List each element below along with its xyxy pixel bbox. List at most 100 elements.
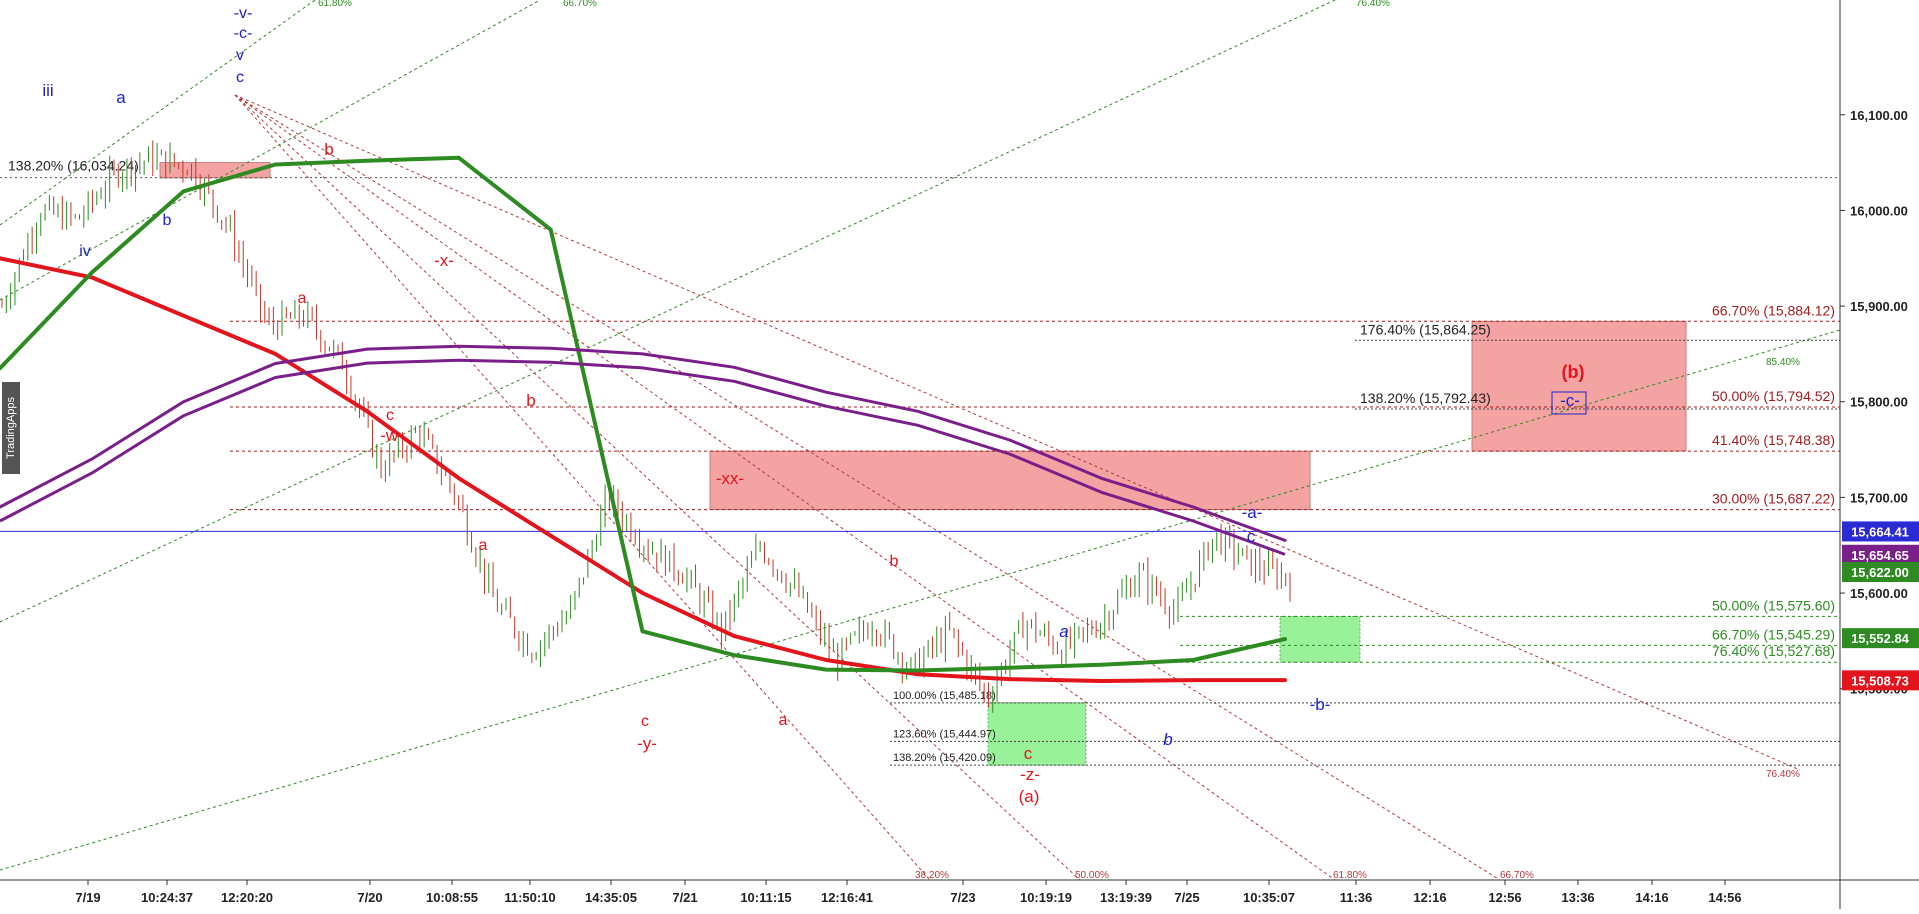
fan-line-4 — [234, 94, 931, 881]
price-badge-3 — [1842, 628, 1919, 649]
moving-averages-layer — [0, 155, 1287, 683]
fib-level-top-label: 138.20% (16,034.24) — [8, 158, 139, 174]
price-badge-label-2: 15,622.00 — [1851, 565, 1909, 580]
wave-label-11: c — [386, 407, 394, 424]
moving-average-2 — [0, 344, 1287, 542]
wave-label-20: c — [1024, 744, 1033, 763]
wave-label-6: iv — [79, 243, 91, 260]
x-tick-label-19: 14:16 — [1635, 890, 1668, 905]
x-tick-label-0: 7/19 — [75, 890, 100, 905]
price-badge-label-4: 15,508.73 — [1851, 673, 1909, 688]
x-tick-label-6: 14:35:05 — [585, 890, 637, 905]
wave-label-22: (a) — [1019, 787, 1040, 806]
fan-label-2: 38.20% — [915, 870, 949, 881]
price-badge-4 — [1842, 670, 1919, 691]
wave-label-box — [1551, 391, 1587, 415]
fan-line-0 — [0, 0, 316, 226]
fib-level-bottom-label-1: 123.60% (15,444.97) — [893, 728, 996, 740]
tradingapps-watermark: TradingApps — [2, 382, 20, 474]
fan-label-1: 76.40% — [1766, 769, 1800, 780]
zone-1 — [709, 450, 1311, 511]
fib-level-right-label-4: 50.00% (15,575.60) — [1712, 597, 1835, 613]
wave-label-25: -a- — [1242, 503, 1263, 522]
x-tick-label-18: 13:36 — [1561, 890, 1594, 905]
y-tick-label-3: 15,800.00 — [1850, 395, 1908, 410]
x-tick-label-13: 7/25 — [1174, 890, 1199, 905]
wave-label-14: a — [479, 537, 488, 554]
zone-3 — [987, 702, 1087, 766]
wave-label-4: iii — [42, 81, 53, 100]
wave-label-23: a — [1059, 622, 1068, 641]
wave-label-2: v — [236, 47, 244, 64]
moving-average-2-lower — [0, 358, 1286, 556]
x-tick-label-17: 12:56 — [1488, 890, 1521, 905]
wave-label-18: b — [890, 553, 899, 570]
x-tick-label-7: 7/21 — [672, 890, 697, 905]
fan-label-top-0: 61.80% — [318, 0, 352, 9]
wave-label-12: -w- — [380, 426, 404, 445]
y-tick-label-1: 16,000.00 — [1850, 203, 1908, 218]
wave-label-24: b — [1163, 730, 1172, 749]
y-tick-label-2: 15,900.00 — [1850, 299, 1908, 314]
x-tick-label-5: 11:50:10 — [504, 890, 555, 905]
x-tick-label-2: 12:20:20 — [221, 890, 273, 905]
wave-label-13: b — [526, 391, 535, 410]
moving-average-1 — [0, 155, 1287, 673]
zone-2 — [1471, 320, 1687, 452]
price-badge-2 — [1842, 562, 1919, 582]
fan-label-top-2: 76.40% — [1356, 0, 1390, 9]
wave-label-8: b — [324, 140, 333, 159]
x-tick-label-14: 10:35:07 — [1243, 890, 1295, 905]
price-badge-1 — [1842, 544, 1919, 565]
fan-label-3: 50.00% — [1075, 870, 1109, 881]
x-tick-label-4: 10:08:55 — [426, 890, 478, 905]
fib-level-bottom-label-2: 138.20% (15,420.09) — [893, 752, 996, 764]
wave-label-5: a — [116, 88, 126, 107]
wave-label-21: -z- — [1020, 765, 1040, 784]
x-tick-label-20: 14:56 — [1708, 890, 1741, 905]
price-badge-label-3: 15,552.84 — [1851, 631, 1910, 646]
fan-label-4: 61.80% — [1333, 870, 1367, 881]
fib-levels-layer: 138.20% (16,034.24) 66.70% (15,884.12) 50.… — [0, 158, 1840, 766]
wave-label-10: -x- — [434, 251, 454, 270]
fib-level-right-label-1: 50.00% (15,794.52) — [1712, 388, 1835, 404]
fan-line-3 — [0, 329, 1841, 871]
moving-average-0 — [0, 256, 1287, 683]
wave-label-15: c — [641, 713, 649, 730]
x-tick-label-1: 10:24:37 — [141, 890, 193, 905]
fan-label-0: 85.40% — [1766, 357, 1800, 368]
x-tick-label-3: 7/20 — [357, 890, 382, 905]
fib-level-right-label-6: 76.40% (15,527.68) — [1712, 643, 1835, 659]
wave-label-7: b — [163, 212, 172, 229]
fib-level-mid-label-0: 176.40% (15,864.25) — [1360, 321, 1491, 337]
price-badge-label-0: 15,664.41 — [1851, 524, 1909, 539]
fan-line-7 — [234, 94, 1501, 881]
wave-label-26: c — [1247, 527, 1256, 546]
fib-level-mid-label-1: 138.20% (15,792.43) — [1360, 390, 1491, 406]
wave-label-16: -y- — [637, 734, 657, 753]
y-tick-label-0: 16,100.00 — [1850, 108, 1908, 123]
y-tick-label-4: 15,700.00 — [1850, 490, 1908, 505]
x-tick-label-10: 7/23 — [950, 890, 975, 905]
fib-level-right-label-2: 41.40% (15,748.38) — [1712, 432, 1835, 448]
wave-label-27: -b- — [1310, 695, 1331, 714]
zone-4 — [1279, 615, 1361, 663]
fib-level-right-label-5: 66.70% (15,545.29) — [1712, 626, 1835, 642]
fan-label-5: 66.70% — [1500, 870, 1534, 881]
fib-level-right-label-0: 66.70% (15,884.12) — [1712, 302, 1835, 318]
fan-lines-layer: 61.80% 66.70% 76.40% 85.40% 76.40% 38.20% 50.0… — [0, 0, 1841, 881]
y-tick-label-5: 15,600.00 — [1850, 586, 1908, 601]
fan-line-8 — [234, 94, 1801, 771]
wave-label-0: -v- — [234, 5, 253, 22]
price-badge-0 — [1842, 521, 1919, 542]
x-tick-label-12: 13:19:39 — [1100, 890, 1152, 905]
x-tick-label-11: 10:19:19 — [1020, 890, 1072, 905]
wave-label-28: (b) — [1562, 362, 1585, 382]
x-tick-label-16: 12:16 — [1413, 890, 1446, 905]
fan-line-5 — [234, 94, 1081, 881]
fan-line-1 — [0, 0, 541, 301]
